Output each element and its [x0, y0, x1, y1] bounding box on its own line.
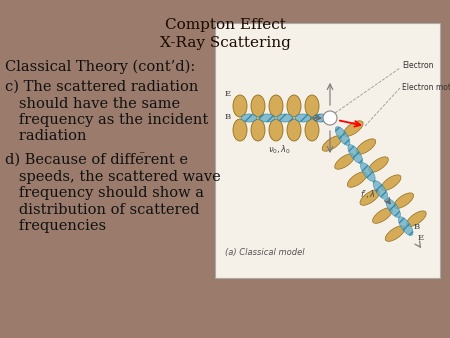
Ellipse shape: [277, 114, 293, 122]
Circle shape: [323, 111, 337, 125]
Ellipse shape: [381, 175, 401, 190]
Text: B: B: [225, 113, 231, 121]
Text: $f', \lambda'$: $f', \lambda'$: [360, 188, 378, 200]
Ellipse shape: [394, 193, 414, 209]
Ellipse shape: [360, 163, 375, 182]
Text: should have the same: should have the same: [5, 97, 180, 111]
Text: frequency as the incident: frequency as the incident: [5, 113, 208, 127]
Text: frequencies: frequencies: [5, 219, 106, 233]
Bar: [215, 23, 440, 278]
Ellipse shape: [335, 154, 355, 169]
Text: radiation: radiation: [5, 129, 86, 144]
Ellipse shape: [233, 95, 247, 117]
Ellipse shape: [369, 157, 388, 172]
Text: E: E: [225, 90, 231, 98]
Text: Compton Effect
X-Ray Scattering: Compton Effect X-Ray Scattering: [160, 18, 290, 50]
Text: Classical Theory (cont’d):: Classical Theory (cont’d):: [5, 60, 195, 74]
Ellipse shape: [398, 217, 413, 236]
Text: B: B: [413, 223, 419, 231]
Ellipse shape: [313, 114, 329, 122]
Ellipse shape: [287, 119, 301, 141]
Text: $\nu_0, \lambda_0$: $\nu_0, \lambda_0$: [268, 144, 292, 156]
Ellipse shape: [287, 95, 301, 117]
Text: ⁻: ⁻: [138, 149, 144, 162]
Text: c) The scattered radiation: c) The scattered radiation: [5, 80, 198, 94]
Ellipse shape: [356, 139, 376, 154]
Text: E: E: [418, 234, 424, 242]
Ellipse shape: [360, 190, 380, 205]
Text: (a) Classical model: (a) Classical model: [225, 248, 305, 258]
Ellipse shape: [251, 119, 265, 141]
Ellipse shape: [385, 226, 405, 241]
Ellipse shape: [305, 95, 319, 117]
Ellipse shape: [269, 119, 283, 141]
Ellipse shape: [386, 199, 400, 217]
Ellipse shape: [305, 119, 319, 141]
Text: d) Because of different e: d) Because of different e: [5, 153, 188, 167]
Text: speeds, the scattered wave: speeds, the scattered wave: [5, 169, 221, 184]
Text: distribution of scattered: distribution of scattered: [5, 202, 199, 217]
Ellipse shape: [348, 145, 363, 163]
Ellipse shape: [406, 211, 426, 226]
Ellipse shape: [233, 119, 247, 141]
Ellipse shape: [322, 136, 342, 151]
Text: Electron motion: Electron motion: [402, 83, 450, 93]
Ellipse shape: [373, 181, 388, 199]
Ellipse shape: [269, 95, 283, 117]
Ellipse shape: [373, 208, 392, 223]
Ellipse shape: [251, 95, 265, 117]
Ellipse shape: [347, 172, 367, 187]
Ellipse shape: [241, 114, 257, 122]
Text: frequency should show a: frequency should show a: [5, 186, 204, 200]
Text: Electron: Electron: [402, 62, 433, 71]
Ellipse shape: [259, 114, 275, 122]
Ellipse shape: [335, 127, 350, 145]
Ellipse shape: [295, 114, 311, 122]
Ellipse shape: [343, 121, 363, 136]
